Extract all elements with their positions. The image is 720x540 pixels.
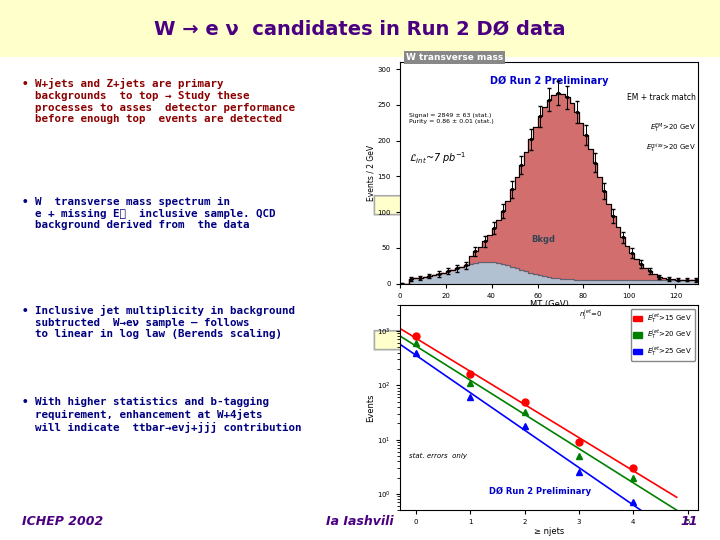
Text: $E_T^{EM}$>20 GeV: $E_T^{EM}$>20 GeV	[649, 122, 696, 135]
Text: Signal = 2849 ± 63 (stat.)
Purity = 0.86 ± 0.01 (stat.): Signal = 2849 ± 63 (stat.) Purity = 0.86…	[408, 113, 493, 124]
Y-axis label: Events: Events	[366, 394, 375, 422]
Text: Bkgd: Bkgd	[531, 235, 555, 244]
Text: EM + track match: EM + track match	[626, 93, 696, 102]
Text: • W  transverse mass spectrum in
  e + missing Eᴛ  inclusive sample. QCD
  backg: • W transverse mass spectrum in e + miss…	[22, 197, 275, 231]
Text: ICHEP 2002: ICHEP 2002	[22, 515, 103, 528]
Y-axis label: Events / 2 GeV: Events / 2 GeV	[366, 145, 376, 201]
FancyArrow shape	[374, 327, 436, 354]
Text: • Inclusive jet multiplicity in background
  subtructed  W→eν sample — follows
 : • Inclusive jet multiplicity in backgrou…	[22, 305, 294, 339]
X-axis label: MT (GeV): MT (GeV)	[530, 300, 568, 309]
Text: W → e ν  candidates in Run 2 DØ data: W → e ν candidates in Run 2 DØ data	[154, 19, 566, 38]
Text: DØ Run 2 Preliminary: DØ Run 2 Preliminary	[490, 487, 591, 496]
Legend: $E_T^{jet}$>15 GeV, $E_T^{jet}$>20 GeV, $E_T^{jet}$>25 GeV: $E_T^{jet}$>15 GeV, $E_T^{jet}$>20 GeV, …	[631, 308, 695, 361]
Text: W transverse mass: W transverse mass	[405, 53, 503, 62]
Text: 11: 11	[681, 515, 698, 528]
Text: $E_T^{miss}$>20 GeV: $E_T^{miss}$>20 GeV	[646, 142, 696, 155]
Text: $\mathcal{L}_{int}$~7 pb$^{-1}$: $\mathcal{L}_{int}$~7 pb$^{-1}$	[408, 151, 466, 166]
Text: DØ Run 2 Preliminary: DØ Run 2 Preliminary	[490, 76, 608, 86]
Text: stat. errors  only: stat. errors only	[408, 453, 467, 459]
Text: Ia Iashvili: Ia Iashvili	[326, 515, 394, 528]
Text: $n_j^{jet}$=0: $n_j^{jet}$=0	[579, 307, 602, 322]
FancyBboxPatch shape	[0, 0, 720, 57]
Text: • W+jets and Z+jets are primary
  backgrounds  to top → Study these
  processes : • W+jets and Z+jets are primary backgrou…	[22, 78, 294, 124]
Text: • With higher statistics and b-tagging
  requirement, enhancement at W+4jets
  w: • With higher statistics and b-tagging r…	[22, 397, 301, 433]
FancyArrow shape	[374, 192, 436, 219]
X-axis label: ≥ njets: ≥ njets	[534, 526, 564, 536]
